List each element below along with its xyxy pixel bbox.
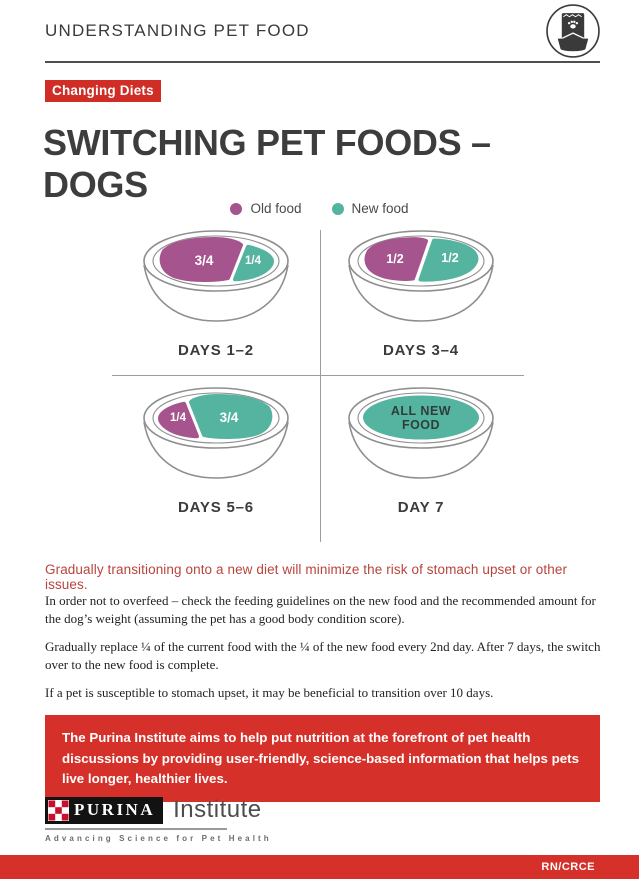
legend-item-old-food: Old food (230, 201, 302, 216)
new-food-portion (418, 238, 479, 282)
new-fraction-label: 3/4 (220, 410, 239, 425)
logo-tagline: Advancing Science for Pet Health (45, 833, 272, 843)
bowl-days-1-2: 3/4 1/4 DAYS 1–2 (121, 229, 311, 359)
bowl-diagram-day-7: ALL NEW FOOD (348, 387, 494, 479)
old-fraction-label: 1/4 (170, 412, 187, 424)
bowl-days-5-6: 1/4 3/4 DAYS 5–6 (121, 386, 311, 516)
old-fraction-label: 3/4 (195, 253, 214, 268)
purina-brand-text: PURINA (74, 800, 156, 819)
legend-item-new-food: New food (331, 201, 409, 216)
paragraph-overfeed: In order not to overfeed – check the fee… (45, 593, 596, 627)
bowl-days-3-4: 1/2 1/2 DAYS 3–4 (326, 229, 516, 359)
new-fraction-label: 1/4 (245, 255, 262, 267)
bowl-diagram-days-3-4: 1/2 1/2 (348, 230, 494, 322)
new-food-portion (233, 244, 274, 282)
purina-wordmark-box: PURINA (45, 796, 164, 824)
new-fraction-label: 1/2 (441, 251, 458, 265)
intro-sentence: Gradually transitioning onto a new diet … (45, 562, 568, 592)
institute-text: Institute (173, 796, 262, 823)
bowl-caption: DAYS 3–4 (383, 342, 459, 359)
old-food-portion (364, 237, 428, 281)
bowl-caption: DAY 7 (397, 499, 445, 516)
new-food-portion (363, 395, 479, 440)
legend-old-label: Old food (250, 201, 302, 216)
header-divider (45, 61, 600, 63)
paragraph-replace-quarter: Gradually replace ¼ of the current food … (45, 638, 601, 673)
pet-food-bag-bowl-icon (546, 4, 600, 58)
legend: Old food New food (0, 201, 639, 216)
page-title: SWITCHING PET FOODS – DOGS (43, 122, 491, 205)
logo-divider (45, 828, 227, 830)
grid-vertical-divider (320, 230, 321, 542)
grid-horizontal-divider (112, 375, 524, 376)
all-new-food-label-line1: ALL NEW (391, 404, 451, 418)
new-food-swatch (331, 202, 344, 215)
old-fraction-label: 1/2 (386, 252, 403, 266)
all-new-food-label-line2: FOOD (402, 418, 440, 432)
footer-code: RN/CRCE (541, 861, 595, 873)
old-food-portion (158, 401, 199, 439)
purina-institute-callout: The Purina Institute aims to help put nu… (45, 715, 600, 802)
new-food-portion (189, 394, 273, 439)
bowl-caption: DAYS 5–6 (178, 499, 254, 516)
paragraph-susceptible: If a pet is susceptible to stomach upset… (45, 684, 494, 700)
purina-institute-logo: PURINA Institute Advancing Science for P… (45, 796, 272, 843)
legend-new-label: New food (351, 201, 409, 216)
footer-bar: RN/CRCE (0, 855, 639, 879)
bowl-day-7: ALL NEW FOOD DAY 7 (326, 386, 516, 516)
document-title: UNDERSTANDING PET FOOD (45, 21, 310, 40)
old-food-portion (159, 237, 243, 282)
bowl-caption: DAYS 1–2 (178, 342, 254, 359)
old-food-swatch (230, 202, 243, 215)
bowl-diagram-days-5-6: 1/4 3/4 (143, 387, 289, 479)
section-badge: Changing Diets (45, 80, 161, 102)
purina-checkerboard-icon (48, 799, 69, 821)
body-copy: In order not to overfeed – check the fee… (45, 592, 603, 711)
bowl-diagram-days-1-2: 3/4 1/4 (143, 230, 289, 322)
